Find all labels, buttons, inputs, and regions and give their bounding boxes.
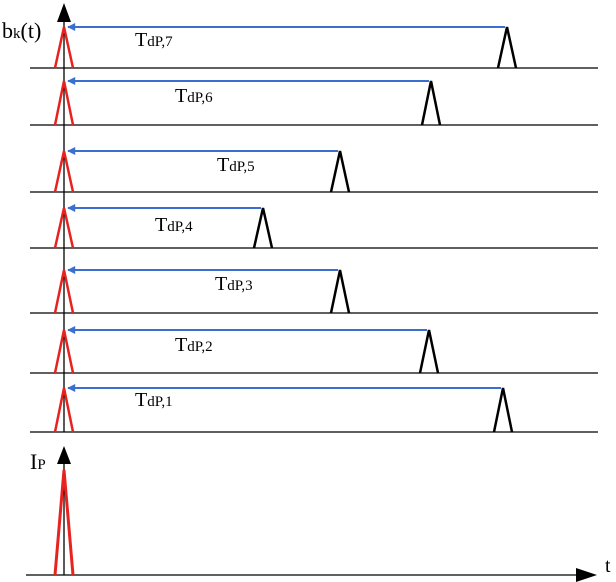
reference-pulse xyxy=(53,150,75,193)
reference-pulse xyxy=(53,269,75,314)
reference-pulse-ip xyxy=(53,469,75,576)
delayed-pulse xyxy=(492,387,514,433)
vertical-axis-lower-arrowhead xyxy=(57,446,71,464)
reference-pulse xyxy=(53,80,75,126)
delayed-pulse xyxy=(418,329,440,374)
delay-row-2: TdP,2 xyxy=(30,326,598,374)
reference-pulse xyxy=(53,329,75,374)
delay-row-1: TdP,1 xyxy=(30,384,598,433)
delay-label: TdP,6 xyxy=(175,85,213,107)
vertical-axis-upper-arrowhead xyxy=(57,3,71,22)
y-axis-label-top: bk(t) xyxy=(2,18,41,43)
delay-label: TdP,2 xyxy=(175,334,213,356)
reference-pulse xyxy=(53,207,75,249)
delay-label: TdP,1 xyxy=(135,389,173,411)
delay-rows: TdP,7 TdP,6 TdP,5 xyxy=(30,23,598,433)
reference-pulse xyxy=(53,26,75,69)
time-axis-arrowhead xyxy=(576,568,597,582)
y-axis-label-bottom: IP xyxy=(30,449,46,474)
delayed-pulse xyxy=(496,26,518,69)
delay-row-7: TdP,7 xyxy=(30,23,598,69)
delayed-pulse xyxy=(329,150,351,193)
delay-row-4: TdP,4 xyxy=(30,204,598,249)
delayed-pulse xyxy=(329,269,351,314)
delayed-pulse xyxy=(252,207,274,249)
reference-pulse xyxy=(53,387,75,433)
delay-row-3: TdP,3 xyxy=(30,266,598,314)
delay-label: TdP,5 xyxy=(217,154,255,176)
delay-row-5: TdP,5 xyxy=(30,147,598,193)
delay-label: TdP,3 xyxy=(215,273,253,295)
x-axis-label: t xyxy=(605,555,611,577)
delay-label: TdP,7 xyxy=(135,29,173,51)
delay-row-6: TdP,6 xyxy=(30,77,598,126)
delay-label: TdP,4 xyxy=(155,214,193,236)
delayed-pulse xyxy=(420,80,442,126)
